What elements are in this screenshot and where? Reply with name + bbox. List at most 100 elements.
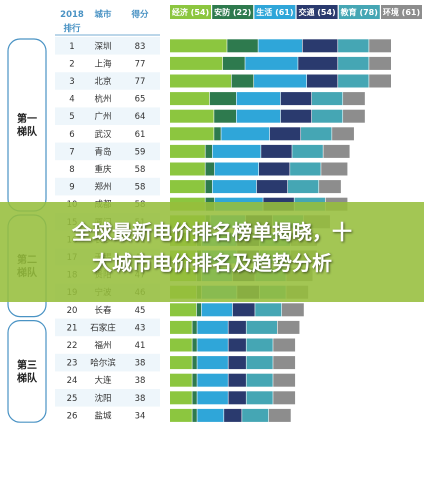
legend-swatch-3: [296, 5, 338, 19]
legend-swatch-2: [254, 5, 296, 19]
legend-label-1: 安防 (22): [214, 7, 251, 17]
bar-segment-26-3: [224, 408, 242, 422]
score-label: 83: [135, 42, 146, 52]
banner-title-line-2: 大城市电价排名及趋势分析: [92, 251, 332, 275]
bar-segment-2-5: [369, 56, 391, 70]
rank-label: 6: [69, 130, 74, 140]
row-stripe: [55, 353, 160, 372]
bar-segment-25-1: [192, 391, 197, 405]
bar-segment-6-0: [170, 127, 214, 141]
bar-segment-1-4: [338, 39, 369, 53]
legend-label-4: 教育 (78): [340, 7, 378, 17]
row-stripe: [55, 389, 160, 407]
bar-segment-2-4: [338, 56, 369, 70]
bar-segment-8-3: [259, 162, 290, 176]
score-label: 58: [135, 165, 146, 175]
city-label: 北京: [94, 76, 111, 87]
city-label: 上海: [94, 58, 112, 69]
score-label: 77: [135, 59, 146, 69]
rank-label: 26: [67, 411, 78, 421]
bar-segment-5-1: [214, 109, 236, 123]
bar-segment-24-5: [273, 373, 296, 387]
city-label: 长春: [94, 305, 112, 316]
rank-label: 5: [69, 112, 74, 122]
bar-segment-5-5: [343, 109, 365, 123]
bar-segment-3-2: [254, 74, 307, 88]
bar-segment-9-5: [319, 180, 341, 194]
bar-segment-9-4: [287, 180, 319, 194]
bar-segment-1-2: [258, 39, 302, 53]
city-label: 沈阳: [94, 393, 111, 404]
legend-label-0: 经济 (54): [172, 7, 209, 17]
tier-label-0-0: 第一: [17, 112, 37, 125]
bar-segment-5-4: [311, 109, 343, 123]
score-label: 65: [135, 95, 146, 105]
tier-bracket-0: [7, 38, 47, 212]
rank-label: 22: [67, 341, 78, 351]
score-label: 38: [135, 394, 146, 404]
bar-segment-3-4: [338, 74, 369, 88]
bar-segment-23-1: [192, 356, 197, 370]
row-stripe: [55, 37, 160, 55]
bar-segment-25-3: [228, 391, 246, 405]
city-label: 深圳: [94, 41, 111, 52]
bar-segment-4-1: [209, 92, 236, 106]
bar-segment-22-0: [170, 338, 192, 352]
row-stripe: [55, 142, 160, 161]
bar-segment-22-3: [228, 338, 246, 352]
bar-segment-3-3: [306, 74, 338, 88]
rank-label: 24: [67, 376, 78, 386]
bar-segment-23-5: [273, 356, 296, 370]
score-label: 38: [135, 359, 146, 369]
year-header: 2018: [60, 10, 84, 20]
bar-segment-20-2: [201, 303, 233, 317]
score-header: 得分: [130, 9, 149, 20]
city-label: 郑州: [94, 182, 111, 193]
legend-swatch-5: [381, 5, 422, 19]
bar-segment-21-0: [170, 320, 192, 334]
city-label: 福州: [94, 340, 111, 351]
bar-segment-5-3: [280, 109, 312, 123]
bar-segment-4-3: [280, 92, 312, 106]
score-label: 59: [135, 147, 146, 157]
bar-segment-23-4: [246, 356, 273, 370]
legend-label-2: 生活 (61): [256, 7, 293, 17]
score-label: 61: [135, 130, 146, 140]
bar-segment-3-5: [369, 74, 391, 88]
bar-segment-21-1: [192, 320, 197, 334]
bar-segment-1-0: [170, 39, 227, 53]
city-label: 石家庄: [90, 322, 116, 333]
banner-title: 全球最新电价排名榜单揭晓，十 大城市电价排名及趋势分析: [0, 217, 424, 279]
bar-segment-9-3: [256, 180, 288, 194]
bar-segment-5-0: [170, 109, 214, 123]
score-label: 45: [135, 306, 146, 316]
bar-segment-26-4: [242, 408, 269, 422]
bar-segment-7-4: [292, 144, 323, 158]
row-stripe: [55, 72, 160, 90]
bar-segment-8-4: [290, 162, 321, 176]
bar-segment-7-2: [212, 144, 261, 158]
city-label: 杭州: [94, 94, 111, 105]
city-header: 城市: [94, 9, 112, 20]
score-label: 58: [135, 183, 146, 193]
bar-segment-8-2: [214, 162, 259, 176]
tier-label-2-0: 第三: [17, 358, 37, 371]
bar-segment-24-0: [170, 373, 192, 387]
bar-segment-9-0: [170, 180, 205, 194]
bar-segment-8-1: [205, 162, 215, 176]
bar-segment-22-5: [273, 338, 296, 352]
bar-segment-2-3: [298, 56, 338, 70]
bar-segment-26-2: [197, 408, 224, 422]
rank-label: 9: [69, 183, 74, 193]
legend-swatch-4: [338, 5, 380, 19]
tier-label-0-1: 梯队: [17, 125, 38, 138]
rank-label: 4: [69, 95, 74, 105]
bar-segment-1-1: [227, 39, 258, 53]
bar-segment-20-5: [282, 303, 304, 317]
bar-segment-8-0: [170, 162, 205, 176]
bar-segment-24-2: [197, 373, 228, 387]
bar-segment-3-0: [170, 74, 232, 88]
bar-segment-20-3: [232, 303, 255, 317]
bar-segment-25-2: [197, 391, 228, 405]
city-label: 盐城: [94, 410, 112, 421]
